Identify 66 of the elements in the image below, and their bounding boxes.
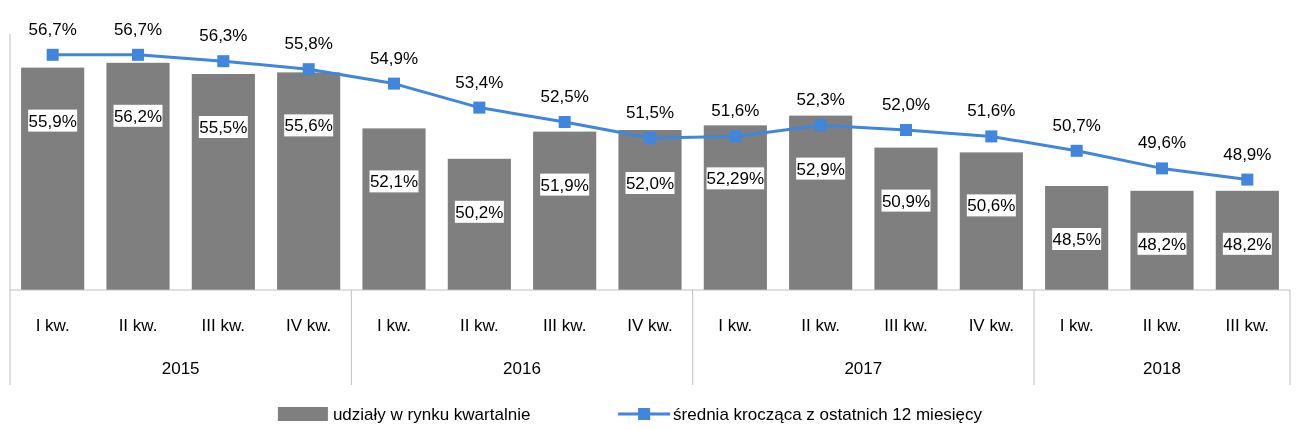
data-label: 55,6% bbox=[284, 116, 333, 136]
data-label: 55,9% bbox=[28, 111, 77, 131]
point bbox=[46, 48, 59, 61]
x-tick-label: II kw. bbox=[1142, 316, 1182, 335]
data-label: 49,6% bbox=[1137, 133, 1187, 153]
x-tick-label: I kw. bbox=[35, 316, 70, 335]
data-label: 55,8% bbox=[284, 34, 333, 54]
text: 2017 bbox=[844, 359, 883, 378]
data-label: 56,3% bbox=[199, 26, 248, 46]
legend-label: udziały w rynku kwartalnie bbox=[332, 405, 531, 424]
data-label: 54,9% bbox=[369, 48, 419, 68]
x-tick-label: IV kw. bbox=[968, 316, 1015, 335]
data-label: 48,5% bbox=[1052, 230, 1101, 249]
x-tick-label: III kw. bbox=[884, 316, 928, 335]
data-label: 52,29% bbox=[706, 169, 765, 189]
x-tick-label: III kw. bbox=[1225, 316, 1270, 335]
x-tick-label: I kw. bbox=[1059, 316, 1094, 335]
x-tick-label: III kw. bbox=[201, 316, 246, 335]
data-label: 52,0% bbox=[881, 95, 931, 114]
point bbox=[217, 55, 230, 68]
data-label: 55,5% bbox=[199, 118, 248, 137]
data-label: 50,9% bbox=[881, 191, 931, 211]
point bbox=[729, 130, 742, 143]
text: 2015 bbox=[161, 359, 200, 378]
point bbox=[473, 101, 486, 114]
point bbox=[985, 130, 998, 143]
text: 2018 bbox=[1143, 359, 1181, 378]
data-label: 52,5% bbox=[540, 87, 589, 106]
data-label: 51,5% bbox=[625, 103, 675, 122]
text: 2016 bbox=[503, 359, 541, 378]
data-label: 52,1% bbox=[369, 172, 419, 192]
point bbox=[132, 48, 144, 61]
x-tick-label: II kw. bbox=[118, 316, 158, 335]
data-label: 51,6% bbox=[967, 101, 1016, 121]
data-label: 48,2% bbox=[1223, 234, 1272, 254]
x-tick-label: II kw. bbox=[801, 316, 841, 335]
point bbox=[900, 124, 912, 136]
point bbox=[302, 63, 315, 76]
data-label: 48,2% bbox=[1137, 234, 1187, 254]
point bbox=[558, 116, 571, 128]
x-tick-label: II kw. bbox=[459, 316, 499, 335]
point bbox=[644, 132, 656, 144]
data-label: 56,7% bbox=[28, 19, 77, 39]
data-label: 51,9% bbox=[540, 175, 589, 195]
data-label: 52,9% bbox=[796, 159, 845, 179]
data-label: 48,9% bbox=[1223, 144, 1272, 164]
data-label: 50,7% bbox=[1052, 115, 1101, 135]
data-label: 56,2% bbox=[113, 106, 163, 126]
data-label: 52,3% bbox=[796, 90, 845, 110]
data-label: 51,6% bbox=[711, 101, 760, 121]
x-tick-label: IV kw. bbox=[285, 316, 332, 335]
x-tick-label: IV kw. bbox=[627, 316, 673, 335]
x-tick-label: I kw. bbox=[718, 316, 753, 335]
data-label: 56,7% bbox=[113, 19, 163, 39]
data-label: 50,6% bbox=[967, 196, 1016, 216]
point bbox=[1156, 162, 1168, 175]
legend-label: średnia krocząca z ostatnich 12 miesięcy bbox=[673, 405, 983, 424]
x-tick-label: III kw. bbox=[542, 316, 587, 335]
point bbox=[814, 119, 827, 132]
point bbox=[388, 77, 400, 90]
point bbox=[1241, 173, 1254, 186]
x-tick-label: I kw. bbox=[376, 316, 412, 335]
data-label: 53,4% bbox=[455, 72, 504, 92]
data-label: 52,0% bbox=[625, 174, 675, 193]
data-label: 50,2% bbox=[455, 202, 504, 222]
point bbox=[1070, 144, 1083, 157]
